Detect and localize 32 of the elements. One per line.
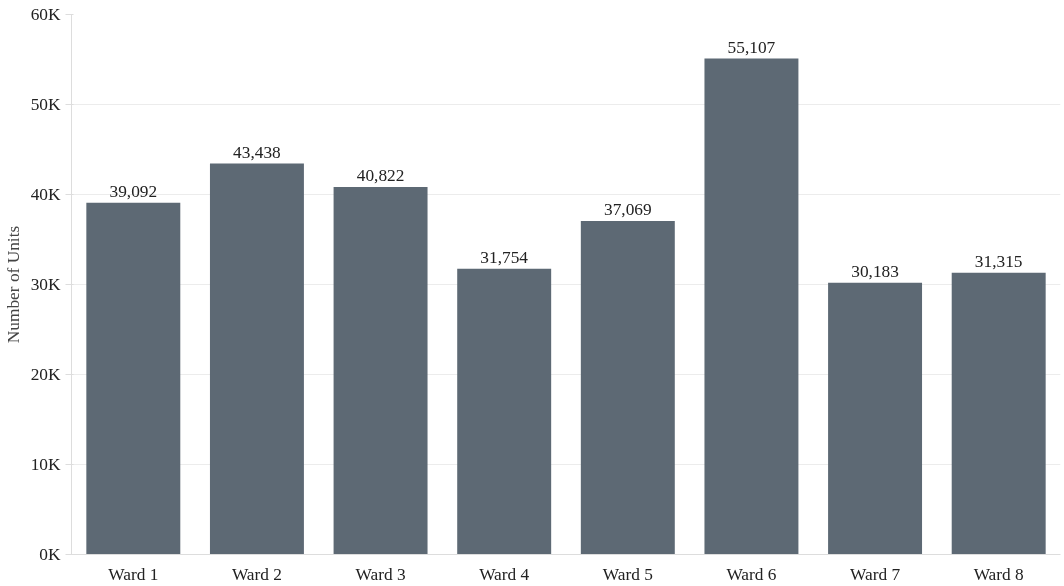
bar	[704, 58, 799, 555]
x-tick-label: Ward 1	[108, 564, 159, 584]
bar	[333, 187, 428, 555]
bar	[209, 163, 304, 555]
bar	[457, 268, 552, 555]
bar	[951, 272, 1046, 555]
y-tick-label: 10K	[30, 455, 61, 474]
data-label: 43,438	[233, 142, 281, 162]
y-tick-label: 50K	[30, 95, 61, 114]
y-tick-label: 0K	[39, 545, 61, 564]
y-tick-label: 40K	[30, 185, 61, 204]
x-tick-label: Ward 3	[355, 564, 406, 584]
data-label: 30,183	[851, 261, 899, 281]
data-label: 31,315	[974, 251, 1023, 271]
bar	[828, 282, 923, 555]
data-label: 37,069	[603, 199, 652, 219]
y-tick-label: 60K	[30, 5, 61, 24]
data-label: 55,107	[727, 37, 776, 57]
data-label: 40,822	[356, 166, 405, 186]
x-tick-label: Ward 6	[726, 564, 777, 584]
x-tick-label: Ward 2	[231, 564, 282, 584]
y-axis-title: Number of Units	[3, 225, 23, 344]
y-tick-label: 30K	[30, 275, 61, 294]
x-tick-label: Ward 4	[479, 564, 530, 584]
x-tick-label: Ward 8	[973, 564, 1024, 584]
x-tick-label: Ward 7	[850, 564, 901, 584]
bar	[86, 202, 181, 555]
data-label: 39,092	[109, 181, 158, 201]
y-tick-label: 20K	[30, 365, 61, 384]
x-tick-label: Ward 5	[602, 564, 653, 584]
bar	[580, 220, 675, 555]
data-label: 31,754	[480, 247, 529, 267]
